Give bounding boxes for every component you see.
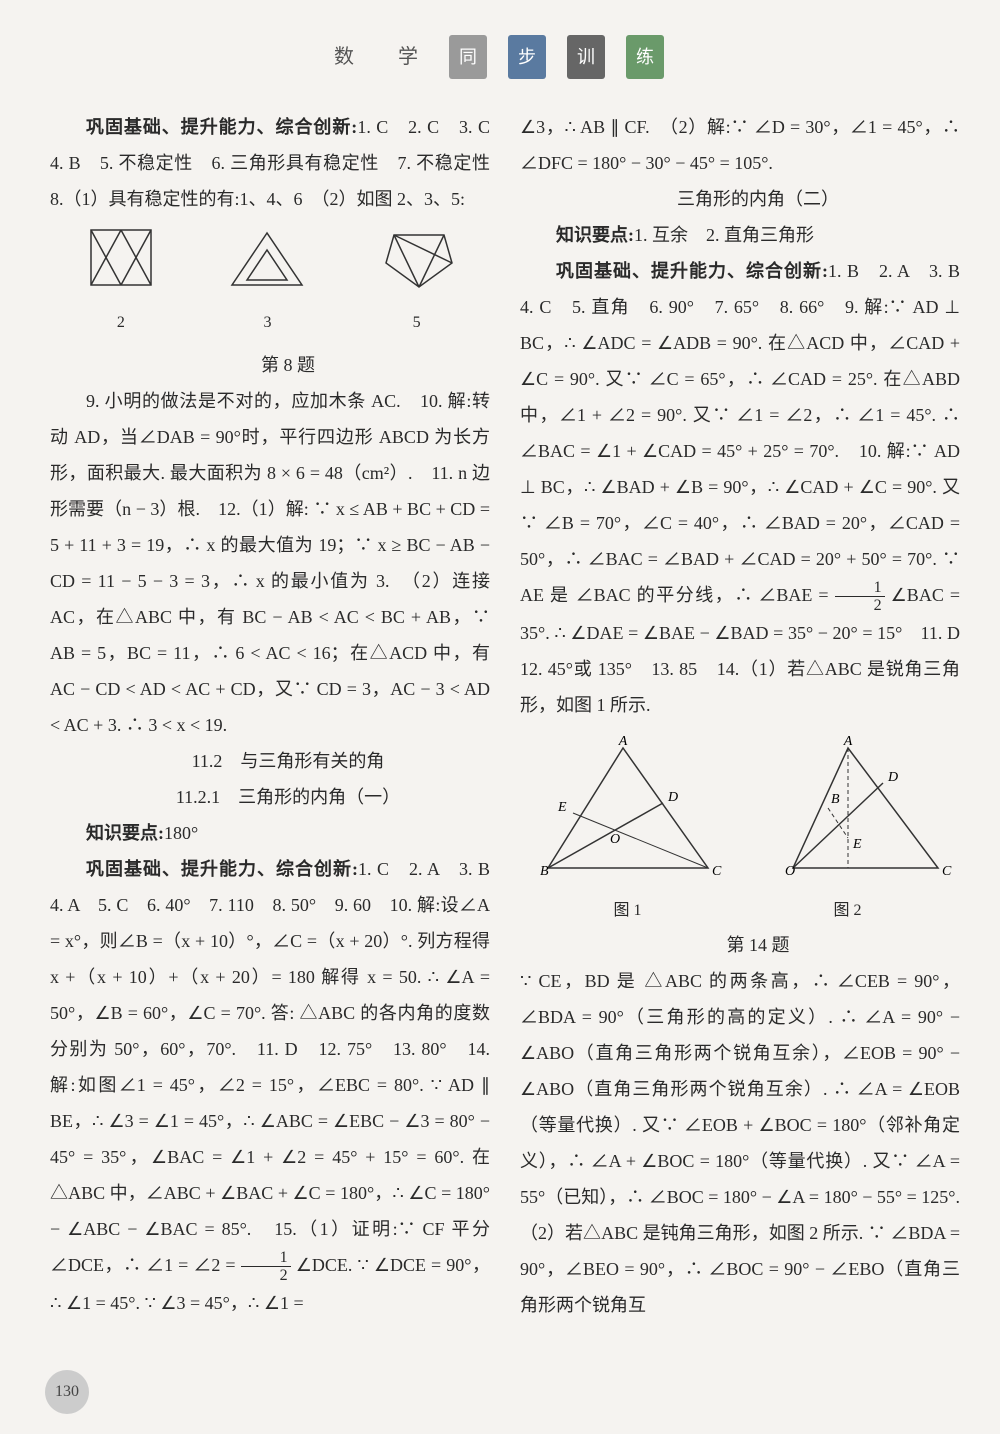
right-kp1-body: 1. 互余 2. 直角三角形 — [634, 225, 814, 245]
page-number: 130 — [45, 1370, 89, 1414]
left-p3: 巩固基础、提升能力、综合创新:1. C 2. A 3. B 4. A 5. C … — [50, 851, 490, 1321]
tab-tong: 同 — [449, 35, 487, 79]
triangle-obtuse-icon: A O C D B E — [743, 733, 953, 883]
page-header: 数 学 同 步 训 练 — [0, 0, 1000, 99]
svg-text:A: A — [617, 734, 627, 749]
svg-text:E: E — [557, 800, 567, 815]
svg-text:D: D — [667, 790, 678, 805]
left-kp1-heading: 知识要点: — [86, 823, 164, 843]
section-11-2: 11.2 与三角形有关的角 — [50, 743, 490, 779]
left-p3-body1: 1. C 2. A 3. B 4. A 5. C 6. 40° 7. 110 8… — [50, 859, 508, 1275]
triangle-acute-icon: A B C D E O — [528, 733, 728, 883]
square-diagonals-icon — [81, 225, 161, 295]
right-p2: 巩固基础、提升能力、综合创新:1. B 2. A 3. B 4. C 5. 直角… — [520, 253, 960, 723]
svg-text:A: A — [842, 734, 852, 749]
q8-fig-5: 5 — [374, 225, 459, 339]
right-kp1: 知识要点:1. 互余 2. 直角三角形 — [520, 217, 960, 253]
q8-caption: 第 8 题 — [50, 347, 490, 383]
q8-fig-5-label: 5 — [374, 307, 459, 339]
right-p1: ∠3，∴ AB ∥ CF. （2）解:∵ ∠D = 30°，∠1 = 45°，∴… — [520, 109, 960, 181]
left-p3-heading: 巩固基础、提升能力、综合创新: — [86, 859, 358, 879]
left-p2: 9. 小明的做法是不对的，应加木条 AC. 10. 解:转动 AD，当∠DAB … — [50, 383, 490, 743]
svg-text:B: B — [831, 792, 840, 807]
q14-fig-2: A O C D B E 图 2 — [743, 733, 953, 927]
right-p3: ∵ CE，BD 是 △ABC 的两条高，∴ ∠CEB = 90°，∠BDA = … — [520, 963, 960, 1323]
fraction-half-2: 12 — [835, 579, 885, 615]
subject-label: 数 学 — [334, 46, 430, 68]
q14-caption: 第 14 题 — [520, 927, 960, 963]
q8-fig-3-label: 3 — [222, 307, 312, 339]
tab-xun: 训 — [567, 35, 605, 79]
left-p1-heading: 巩固基础、提升能力、综合创新: — [86, 117, 357, 137]
q14-fig-1-label: 图 1 — [528, 895, 728, 927]
right-p2-body1: 1. B 2. A 3. B 4. C 5. 直角 6. 90° 7. 65° … — [520, 261, 978, 605]
left-p1: 巩固基础、提升能力、综合创新:1. C 2. C 3. C 4. B 5. 不稳… — [50, 109, 490, 217]
q14-figures: A B C D E O 图 1 A O C D — [520, 733, 960, 927]
q8-fig-2-label: 2 — [81, 307, 161, 339]
left-kp1: 知识要点:180° — [50, 815, 490, 851]
fraction-half-1: 12 — [241, 1249, 291, 1285]
section-inner-angle-2: 三角形的内角（二） — [520, 181, 960, 217]
left-column: 巩固基础、提升能力、综合创新:1. C 2. C 3. C 4. B 5. 不稳… — [50, 109, 490, 1323]
right-column: ∠3，∴ AB ∥ CF. （2）解:∵ ∠D = 30°，∠1 = 45°，∴… — [520, 109, 960, 1323]
svg-text:D: D — [887, 770, 898, 785]
section-11-2-1: 11.2.1 三角形的内角（一） — [50, 779, 490, 815]
svg-text:C: C — [942, 864, 952, 879]
svg-text:C: C — [712, 864, 722, 879]
tab-bu: 步 — [508, 35, 546, 79]
svg-text:E: E — [852, 837, 862, 852]
q8-fig-2: 2 — [81, 225, 161, 339]
q8-figures: 2 3 5 — [50, 225, 490, 339]
right-p2-heading: 巩固基础、提升能力、综合创新: — [556, 261, 828, 281]
q14-fig-1: A B C D E O 图 1 — [528, 733, 728, 927]
q8-fig-3: 3 — [222, 225, 312, 339]
tab-lian: 练 — [626, 35, 664, 79]
svg-text:O: O — [785, 864, 795, 879]
pentagon-diagonals-icon — [374, 225, 459, 295]
left-kp1-body: 180° — [164, 823, 198, 843]
svg-text:O: O — [610, 832, 620, 847]
q14-fig-2-label: 图 2 — [743, 895, 953, 927]
right-kp1-heading: 知识要点: — [556, 225, 634, 245]
content-area: 巩固基础、提升能力、综合创新:1. C 2. C 3. C 4. B 5. 不稳… — [0, 99, 1000, 1343]
triangle-inner-icon — [222, 225, 312, 295]
svg-text:B: B — [540, 864, 549, 879]
